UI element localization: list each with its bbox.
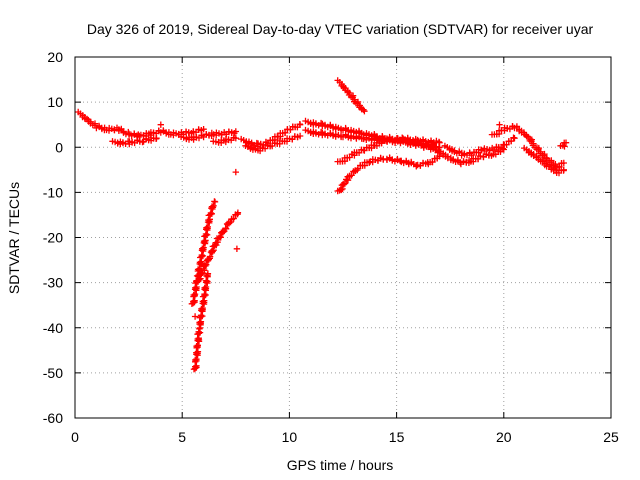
series-arc-4: [177, 128, 239, 143]
data-point: [436, 153, 443, 160]
series-dip-2: [190, 270, 212, 373]
data-point: [317, 128, 325, 136]
series-arc-1: [75, 108, 143, 140]
data-point: [281, 129, 289, 136]
data-point: [210, 202, 217, 209]
data-point: [429, 158, 436, 166]
data-point: [560, 159, 567, 167]
x-tick-label: 0: [71, 429, 79, 445]
data-point: [348, 172, 355, 179]
data-point: [194, 266, 202, 273]
data-point: [341, 180, 349, 187]
x-tick-label: 5: [178, 429, 186, 445]
series-arc-12: [334, 153, 443, 195]
y-tick-label: 20: [47, 49, 63, 65]
data-point: [230, 215, 237, 222]
data-point: [496, 121, 503, 128]
data-point: [232, 128, 239, 135]
data-point: [206, 253, 214, 260]
series-arc-10: [334, 77, 368, 115]
y-tick-label: 0: [55, 139, 63, 155]
data-point: [201, 284, 208, 291]
data-point: [193, 343, 200, 350]
data-points: [75, 77, 570, 373]
data-point: [198, 305, 205, 313]
data-point: [232, 135, 239, 142]
y-tick-label: -40: [43, 320, 63, 336]
x-axis-label: GPS time / hours: [287, 457, 394, 473]
data-point: [199, 245, 206, 252]
series-arc-13: [435, 145, 507, 168]
data-point: [507, 137, 515, 145]
series-arc-16: [521, 144, 567, 177]
data-point: [560, 166, 567, 173]
data-point: [562, 139, 570, 146]
x-tick-label: 15: [389, 429, 405, 445]
data-point: [234, 209, 242, 216]
y-tick-label: 10: [47, 94, 63, 110]
data-point: [361, 108, 368, 115]
data-point: [190, 291, 197, 299]
y-tick-label: -10: [43, 184, 63, 200]
data-point: [203, 261, 210, 268]
data-point: [198, 271, 205, 278]
x-tick-label: 10: [282, 429, 298, 445]
y-tick-label: -30: [43, 275, 63, 291]
data-point: [211, 198, 218, 205]
data-point: [204, 270, 212, 277]
y-tick-label: -20: [43, 230, 63, 246]
data-point: [233, 245, 241, 252]
y-axis-label: SDTVAR / TECUs: [6, 182, 22, 294]
x-tick-label: 25: [603, 429, 619, 445]
data-point: [317, 119, 325, 127]
series-arc-11: [334, 134, 443, 165]
data-point: [436, 139, 443, 146]
plot-frame: [74, 56, 612, 419]
data-point: [503, 141, 510, 148]
data-point: [157, 121, 164, 128]
data-point: [511, 135, 518, 142]
data-point: [200, 126, 207, 133]
chart-title: Day 326 of 2019, Sidereal Day-to-day VTE…: [87, 21, 594, 37]
series-arc-17: [557, 139, 570, 150]
series-outlier-1: [157, 121, 503, 320]
series-arc-5: [210, 134, 239, 146]
y-tick-label: -60: [43, 410, 63, 426]
data-point: [191, 313, 199, 320]
data-point: [222, 225, 229, 232]
data-point: [296, 132, 304, 140]
tick-labels: 0 5 10 15 20 25 -60 -50 -40 -30 -20 -10 0 10 20: [43, 49, 619, 445]
data-point: [296, 121, 304, 128]
data-point: [232, 168, 239, 176]
data-point: [210, 247, 217, 254]
series-arc-7: [242, 132, 304, 155]
series-dip-3: [193, 209, 242, 285]
series-arc-3: [135, 126, 207, 140]
y-tick-label: -50: [43, 365, 63, 381]
data-point: [216, 233, 224, 241]
data-point: [195, 328, 202, 335]
data-point: [203, 224, 210, 231]
series-arc-14: [441, 134, 518, 159]
grid-lines: [75, 57, 611, 418]
x-tick-label: 20: [496, 429, 512, 445]
data-point: [192, 356, 199, 364]
